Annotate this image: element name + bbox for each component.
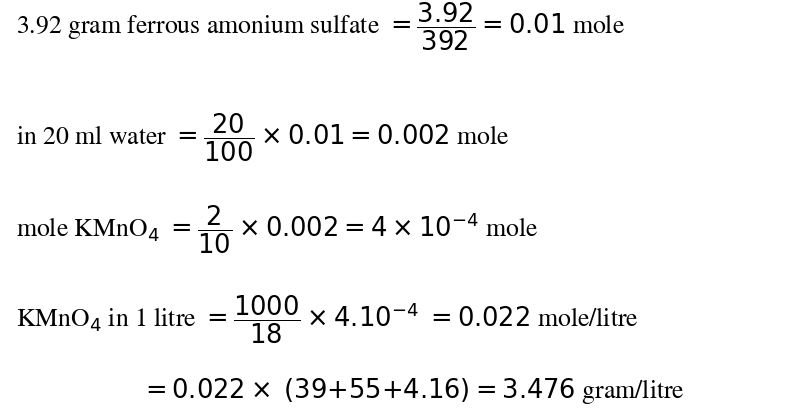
Text: $= 0.022\times\; (39{+}55{+}4.16) = 3.476$ gram/litre: $= 0.022\times\; (39{+}55{+}4.16) = 3.47… [140, 375, 685, 405]
Text: mole KMnO$_4$ $= \dfrac{2}{10}\times 0.002 = 4\times 10^{-4}$ mole: mole KMnO$_4$ $= \dfrac{2}{10}\times 0.0… [16, 204, 538, 256]
Text: in 20 ml water $= \dfrac{20}{100}\times 0.01 = 0.002$ mole: in 20 ml water $= \dfrac{20}{100}\times … [16, 112, 510, 164]
Text: KMnO$_4$ in 1 litre $= \dfrac{1000}{18}\times 4.10^{-4}\; = 0.022$ mole/litre: KMnO$_4$ in 1 litre $= \dfrac{1000}{18}\… [16, 294, 638, 346]
Text: 3.92 gram ferrous amonium sulfate $= \dfrac{3.92}{392} = 0.01$ mole: 3.92 gram ferrous amonium sulfate $= \df… [16, 1, 625, 53]
